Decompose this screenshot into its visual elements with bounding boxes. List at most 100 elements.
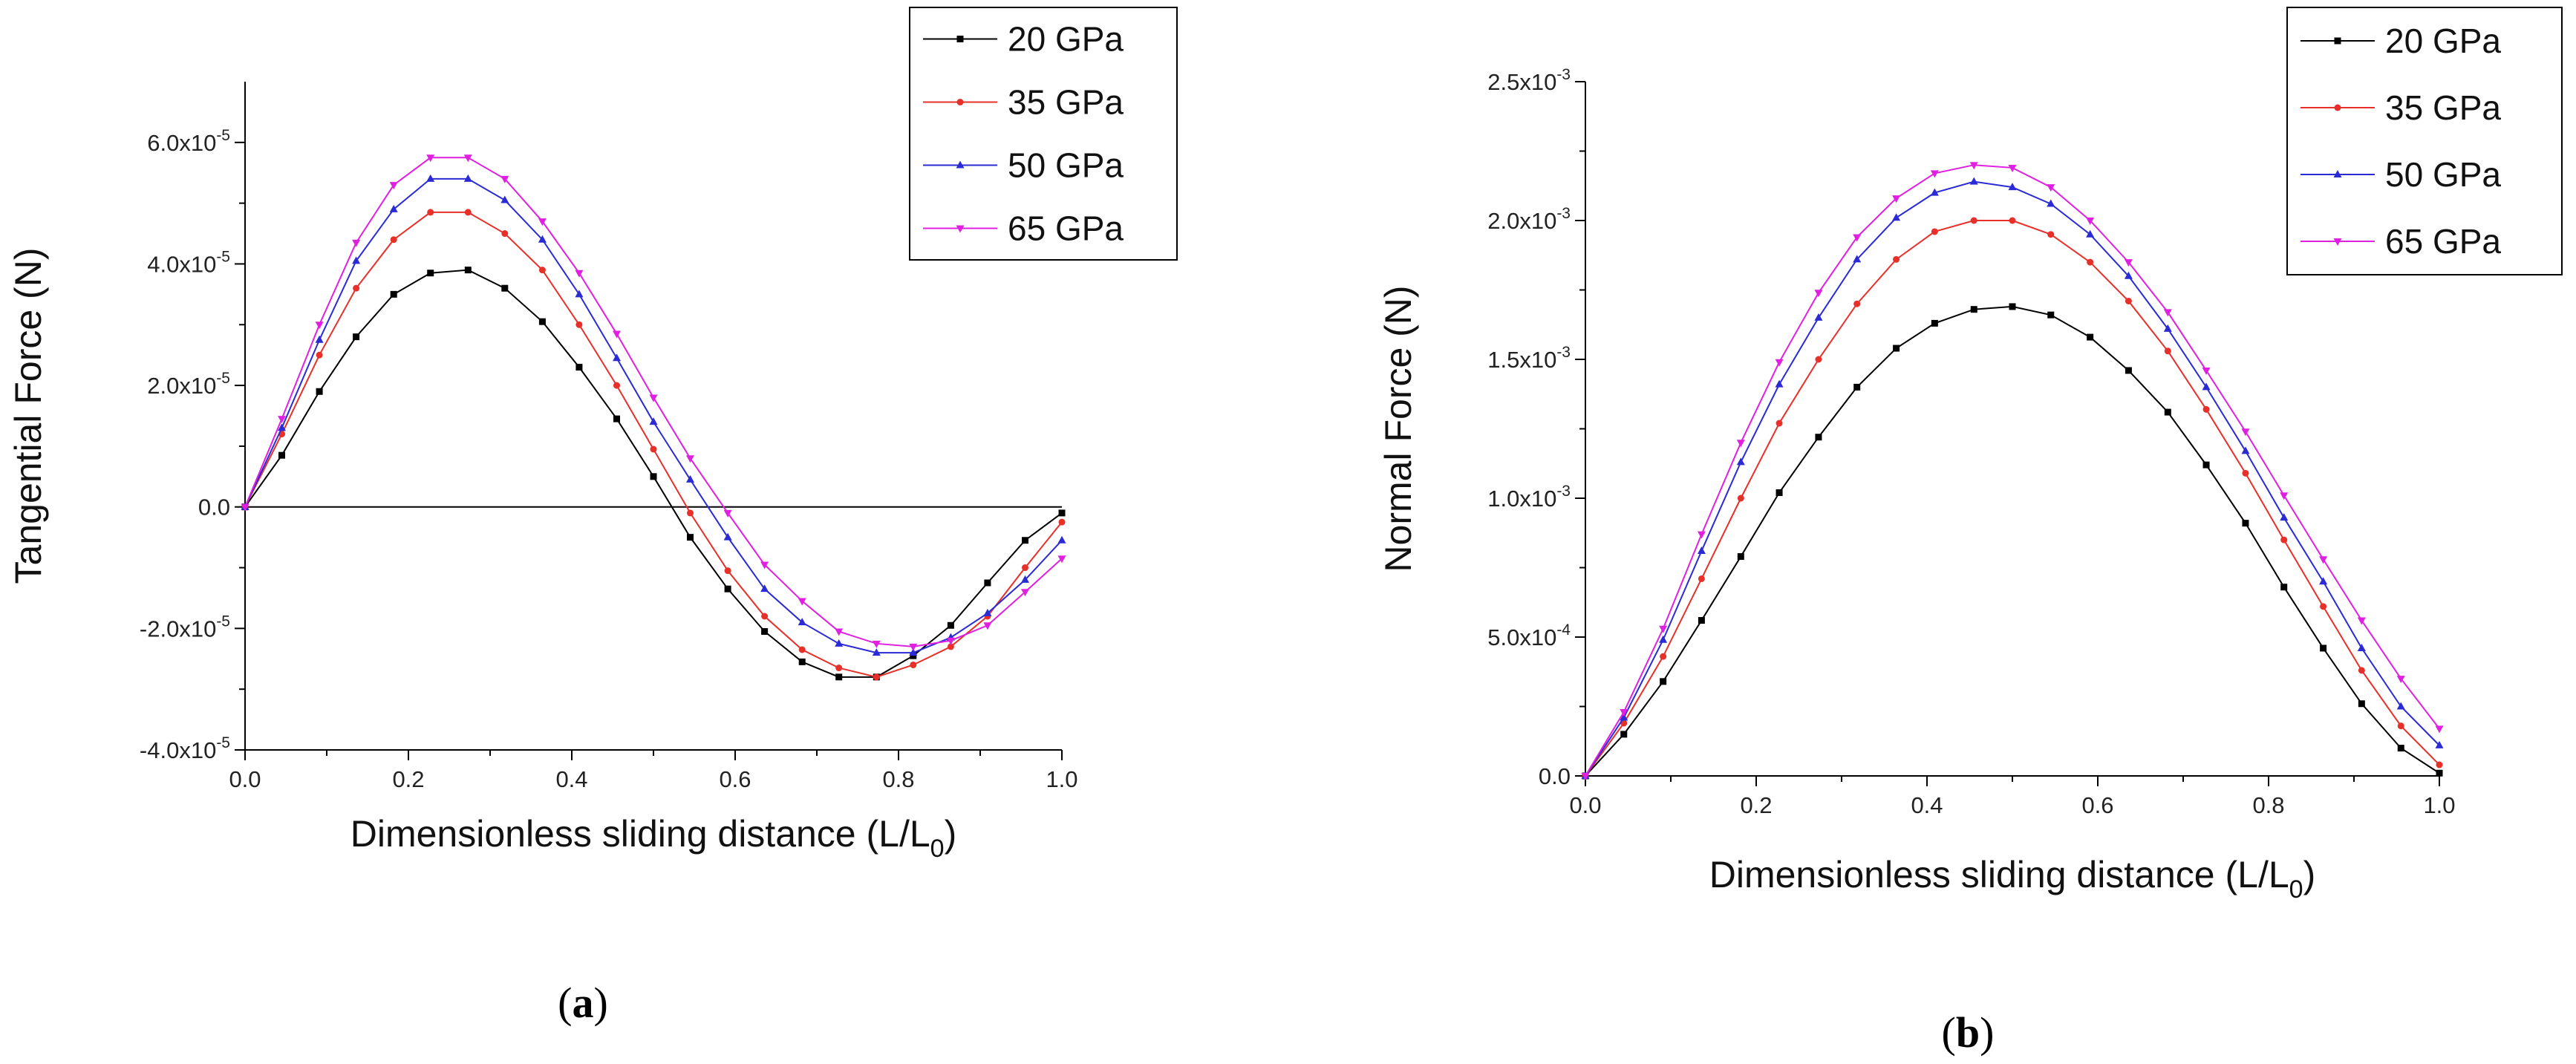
data-point — [2241, 428, 2250, 437]
data-point — [315, 335, 324, 343]
data-point — [947, 621, 954, 629]
data-point — [426, 174, 435, 182]
data-point — [241, 503, 250, 512]
legend-swatch-marker — [2333, 238, 2342, 246]
data-point — [798, 618, 806, 626]
data-point — [613, 330, 621, 339]
data-point — [575, 321, 583, 328]
data-point — [389, 182, 398, 190]
data-point — [352, 256, 361, 264]
data-point — [909, 648, 918, 656]
data-point — [426, 154, 435, 163]
data-point — [724, 567, 731, 575]
data-point — [761, 613, 769, 620]
data-point — [1697, 546, 1706, 555]
data-point — [835, 673, 843, 681]
data-point — [2436, 761, 2443, 768]
data-point — [1620, 708, 1628, 717]
series-65-gpa — [1581, 162, 2444, 780]
series-65-gpa — [241, 154, 1066, 651]
data-point — [501, 230, 509, 238]
panel-label-letter: a — [573, 979, 594, 1027]
y-axis-title: Normal Force (N) — [1377, 285, 1419, 572]
data-point — [2436, 769, 2443, 777]
data-point — [1930, 170, 1939, 178]
data-point — [2125, 367, 2132, 374]
x-tick-label: 0.0 — [1569, 792, 1601, 818]
data-point — [2086, 229, 2095, 238]
data-point — [2125, 297, 2132, 304]
panel-label: (a) — [558, 979, 608, 1027]
y-tick-mantissa: 2.5x10 — [1487, 69, 1556, 95]
y-tick-mantissa: 2.0x10 — [147, 373, 216, 399]
y-tick-mantissa: -2.0x10 — [140, 616, 216, 642]
data-point — [1021, 589, 1029, 597]
series-line — [244, 211, 1063, 678]
panel-label: (b) — [1942, 1008, 1995, 1057]
data-point — [501, 284, 509, 292]
data-point — [1697, 531, 1706, 539]
data-point — [946, 637, 955, 645]
data-point — [2124, 271, 2133, 279]
data-point — [2242, 520, 2249, 527]
panel-label-open: ( — [558, 979, 572, 1027]
data-point — [1736, 457, 1745, 466]
chart-panel-b: 0.05.0x10-41.0x10-31.5x10-32.0x10-32.5x1… — [1377, 7, 2563, 1057]
data-point — [2124, 259, 2133, 267]
data-point — [575, 290, 584, 298]
y-tick-mantissa: 4.0x10 — [147, 251, 216, 277]
data-point — [983, 608, 992, 616]
legend-swatch-marker — [2334, 104, 2341, 111]
data-point — [2087, 258, 2094, 266]
x-tick-label: 0.8 — [2252, 792, 2284, 818]
data-point — [1737, 553, 1744, 561]
data-point — [1775, 379, 1784, 388]
data-point — [2435, 740, 2444, 748]
data-point — [835, 665, 843, 672]
data-point — [2357, 617, 2366, 625]
x-tick-label: 0.8 — [882, 766, 914, 792]
legend-swatch-marker — [2334, 37, 2341, 45]
data-point — [1660, 678, 1667, 685]
x-tick-label: 0.2 — [1740, 792, 1772, 818]
data-point — [1815, 356, 1822, 363]
data-point — [1058, 518, 1066, 526]
data-point — [2242, 469, 2249, 477]
data-point — [2163, 309, 2172, 317]
data-point — [2047, 184, 2055, 192]
legend-swatch-marker — [2333, 170, 2342, 177]
data-point — [760, 584, 769, 593]
legend: 20 GPa 35 GPa 50 GPa 65 GPa — [2286, 7, 2563, 275]
data-point — [835, 628, 844, 636]
x-axis-title-text: Dimensionless sliding distance (L/L — [1709, 854, 2289, 895]
data-point — [1698, 617, 1705, 624]
data-point — [984, 579, 991, 587]
y-tick-mantissa: 1.0x10 — [1487, 486, 1556, 512]
data-point — [872, 640, 881, 648]
data-point — [1057, 555, 1066, 564]
x-tick-label: 0.6 — [2081, 792, 2113, 818]
panel-label-close: ) — [1980, 1008, 1994, 1057]
chart-panel-a: -4.0x10-5-2.0x10-50.02.0x10-54.0x10-56.0… — [7, 7, 1178, 1027]
data-point — [2164, 408, 2171, 416]
data-point — [2241, 446, 2250, 454]
data-point — [1776, 420, 1783, 427]
legend-label: 50 GPa — [1008, 146, 1124, 185]
y-tick-label: -2.0x10-5 — [140, 613, 230, 642]
y-tick-mantissa: 2.0x10 — [1487, 208, 1556, 234]
legend-label: 35 GPa — [2385, 88, 2501, 127]
x-tick-label: 0.6 — [719, 766, 751, 792]
data-point — [464, 209, 472, 216]
data-point — [686, 474, 694, 483]
data-point — [872, 648, 881, 656]
data-point — [1893, 345, 1900, 352]
data-point — [613, 415, 620, 422]
legend-label: 20 GPa — [1008, 20, 1124, 59]
data-point — [910, 652, 917, 659]
data-point — [2435, 725, 2444, 734]
data-point — [1581, 773, 1590, 780]
data-point — [1892, 213, 1901, 221]
y-tick-exponent: -5 — [216, 613, 230, 630]
data-point — [463, 154, 472, 163]
